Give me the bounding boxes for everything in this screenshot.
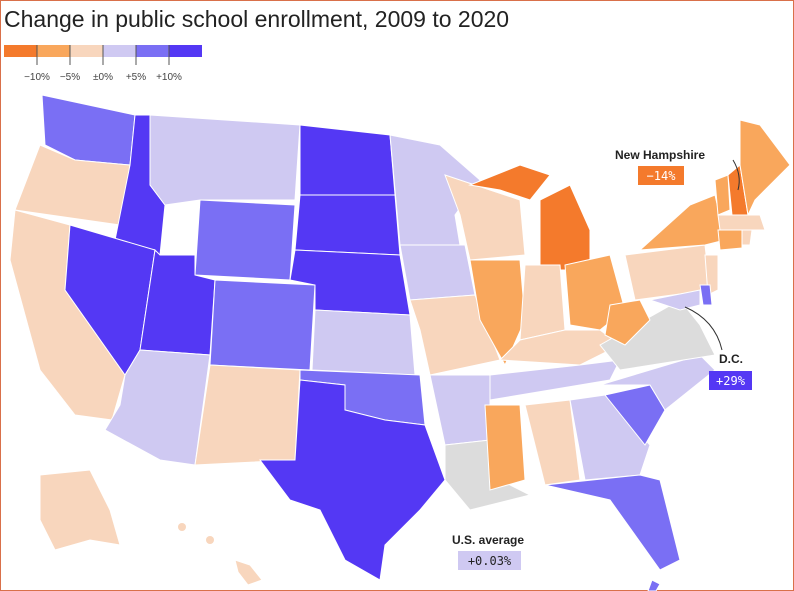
legend-swatch	[103, 45, 136, 57]
annotation-value: +0.03%	[468, 554, 512, 568]
state	[717, 229, 743, 251]
state	[104, 349, 211, 466]
title: Change in public school enrollment, 2009…	[4, 6, 509, 32]
state	[717, 214, 766, 231]
state	[299, 124, 396, 196]
state	[638, 194, 726, 251]
state	[648, 289, 701, 311]
legend-swatch	[37, 45, 70, 57]
state	[399, 244, 476, 301]
annotation-value: +29%	[716, 374, 746, 388]
annotation-label: U.S. average	[452, 533, 524, 547]
annotations: New Hampshire −14% D.C. +29% U.S. average +0.…	[452, 148, 752, 570]
state	[569, 394, 651, 481]
annotation-box	[638, 166, 684, 185]
state	[539, 184, 591, 271]
state	[39, 469, 121, 551]
state	[714, 174, 731, 216]
annotation-label: New Hampshire	[615, 148, 705, 162]
legend-label: +10%	[156, 72, 182, 83]
legend-swatch	[4, 45, 37, 57]
state	[444, 174, 526, 261]
state	[209, 279, 316, 371]
state	[259, 379, 446, 581]
legend-swatch	[70, 45, 103, 57]
state	[194, 364, 301, 466]
state	[294, 194, 401, 256]
state	[519, 264, 566, 341]
state	[647, 579, 661, 591]
state	[194, 199, 296, 281]
us-map	[9, 94, 791, 591]
arrow	[732, 159, 740, 191]
state	[544, 474, 681, 571]
state	[484, 404, 526, 491]
state	[489, 359, 621, 401]
legend-label: −10%	[24, 72, 50, 83]
state	[234, 559, 263, 586]
state	[178, 523, 186, 531]
annotation-box	[709, 371, 752, 390]
annotation-value: −14%	[647, 169, 677, 183]
state	[739, 119, 791, 217]
state	[599, 299, 716, 371]
state	[429, 374, 491, 446]
legend: −10% −5% ±0% +5% +10%	[4, 45, 202, 83]
annotation-box	[458, 551, 521, 570]
state	[468, 164, 551, 201]
state	[409, 294, 501, 376]
legend-swatch	[169, 45, 202, 57]
state	[524, 399, 581, 486]
legend-label: ±0%	[93, 72, 113, 83]
state	[699, 284, 713, 306]
state	[604, 299, 651, 346]
state	[741, 229, 753, 246]
state	[206, 536, 214, 544]
arrow	[684, 306, 723, 351]
legend-label: +5%	[126, 72, 146, 83]
state	[469, 259, 526, 367]
state	[149, 114, 301, 206]
annotation-label: D.C.	[719, 352, 743, 366]
legend-label: −5%	[60, 72, 80, 83]
state	[311, 309, 416, 376]
legend-swatch	[136, 45, 169, 57]
